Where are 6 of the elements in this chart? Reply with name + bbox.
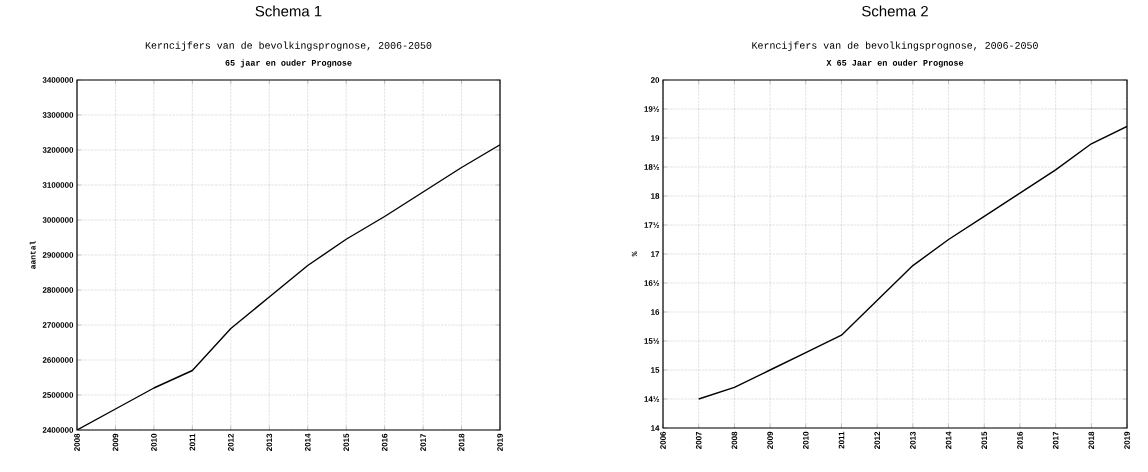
chart-subtitle: Kerncijfers van de bevolkingsprognose, 2006-2050	[145, 41, 432, 51]
chart-subtitle: Kerncijfers van de bevolkingsprognose, 2006-2050	[752, 41, 1038, 51]
text: 65 jaar en ouder Prognose	[225, 59, 352, 68]
chart-title: Schema 1	[255, 5, 322, 17]
chart-title: Schema 2	[862, 5, 928, 17]
text: X 65 Jaar en ouder Prognose	[826, 59, 964, 68]
